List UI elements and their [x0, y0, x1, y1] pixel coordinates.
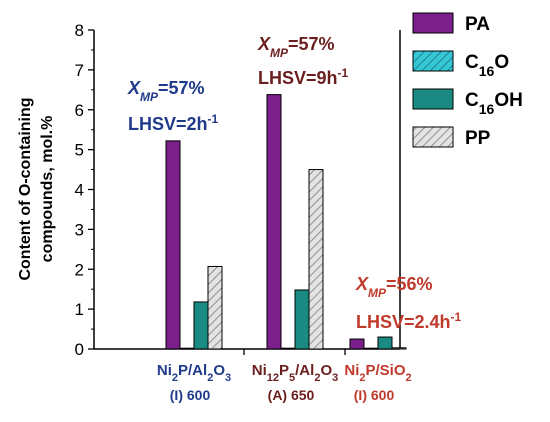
- legend-swatch-c16oh: [412, 88, 454, 110]
- legend-label-c16oh: C16OH: [465, 90, 523, 117]
- bar-c16oh-2: [294, 289, 310, 350]
- bars-layer: [165, 94, 407, 350]
- y-tick-label: 4: [75, 181, 84, 200]
- legend-label-pa: PA: [465, 14, 490, 35]
- y-tick-label: 5: [75, 141, 84, 160]
- bar-c16o-1: [179, 347, 195, 350]
- y-tick-label: 7: [75, 61, 84, 80]
- axes-layer: 0 1 2 3 4 5 6 7 8 Content of O-containing compound…: [17, 21, 401, 359]
- bar-c16oh-3: [377, 336, 393, 350]
- bar-pp-3: [391, 347, 407, 350]
- bar-c16oh-1: [193, 301, 209, 350]
- legend-swatch-pa: [412, 12, 454, 34]
- category-label: Ni2P/Al2O3: [157, 362, 231, 384]
- legend: PA C16O C16OH PP: [412, 12, 523, 149]
- bar-pp-1: [207, 265, 223, 350]
- annotation-lhsv: LHSV=2h-1: [128, 112, 219, 134]
- annotation-lhsv: LHSV=2.4h-1: [356, 310, 462, 332]
- category-sublabel: (A) 650: [268, 387, 315, 403]
- bar-pa-2: [266, 94, 282, 350]
- legend-label-c16o: C16O: [465, 52, 509, 79]
- y-tick-label: 3: [75, 220, 84, 239]
- legend-swatch-c16o: [412, 50, 454, 72]
- y-tick-label: 0: [75, 340, 84, 359]
- category-label: Ni12P5/Al2O3: [252, 362, 338, 384]
- annotation-conversion: XMP=57%: [257, 34, 335, 60]
- y-axis-label: compounds, mol.%: [39, 116, 56, 263]
- y-tick-label: 6: [75, 101, 84, 120]
- annotation-conversion: XMP=57%: [127, 78, 205, 104]
- y-tick-label: 2: [75, 260, 84, 279]
- y-axis-label: Content of O-containing: [17, 97, 34, 280]
- category-sublabel: (I) 600: [354, 387, 395, 403]
- annotation-lhsv: LHSV=9h-1: [258, 66, 349, 88]
- bar-c16o-2: [280, 347, 296, 350]
- bar-c16o-3: [363, 347, 379, 350]
- legend-swatch-pp: [412, 126, 454, 148]
- bar-pa-3: [349, 338, 365, 350]
- annotation-conversion: XMP=56%: [355, 274, 433, 300]
- y-tick-label: 1: [75, 300, 84, 319]
- legend-label-pp: PP: [465, 128, 491, 149]
- category-sublabel: (I) 600: [170, 387, 211, 403]
- y-tick-label: 8: [75, 21, 84, 40]
- labels-layer: Ni2P/Al2O3 (I) 600 Ni12P5/Al2O3 (A) 650 Ni2P…: [127, 34, 462, 403]
- bar-pp-2: [308, 169, 324, 350]
- bar-pa-1: [165, 140, 181, 350]
- category-label: Ni2P/SiO2: [344, 362, 411, 384]
